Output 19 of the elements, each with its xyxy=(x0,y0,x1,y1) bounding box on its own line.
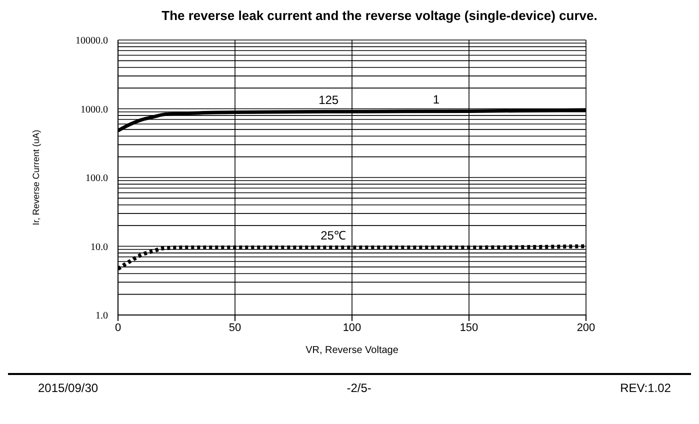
x-axis-title: VR, Reverse Voltage xyxy=(306,345,399,356)
x-tick-label: 150 xyxy=(460,322,478,334)
x-tick-label: 50 xyxy=(228,322,242,334)
y-tick-label: 10000.0 xyxy=(76,36,108,47)
text: -2/5- xyxy=(346,381,372,395)
y-tick-label: 1.0 xyxy=(96,310,108,322)
y-tick-label: 1000.0 xyxy=(80,104,108,116)
annotation: 1 xyxy=(432,92,440,107)
x-tick-label: 200 xyxy=(576,322,596,334)
y-axis-title: Ir, Reverse Current (uA) xyxy=(31,130,42,226)
annotation: 125 xyxy=(318,92,339,107)
chart-title: The reverse leak current and the reverse voltage (single-device) curve. xyxy=(160,8,598,25)
text: 2015/09/30 xyxy=(38,381,98,395)
x-tick-label: 0 xyxy=(114,322,122,334)
text: REV:1.02 xyxy=(620,381,671,395)
x-tick-label: 100 xyxy=(342,322,362,334)
y-tick-label: 10.0 xyxy=(90,242,108,253)
annotation: 25℃ xyxy=(320,228,346,242)
y-tick-label: 100.0 xyxy=(86,173,108,184)
